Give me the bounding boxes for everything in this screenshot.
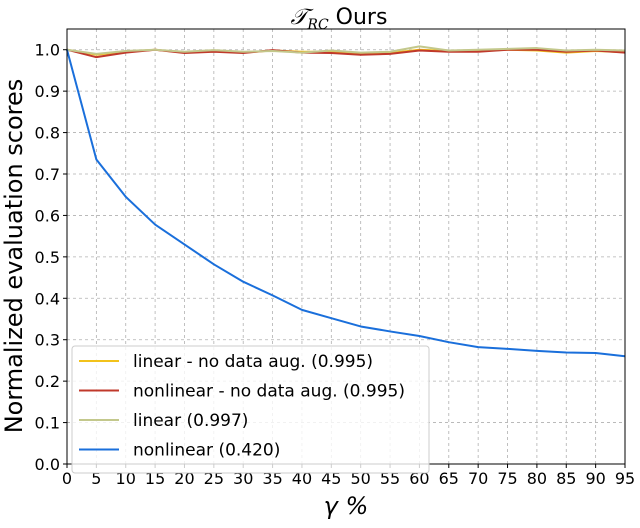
x-tick-label: 75: [497, 469, 517, 488]
x-tick-label: 55: [380, 469, 400, 488]
y-tick-label: 0.6: [35, 206, 60, 225]
chart-title-rest: Ours: [329, 5, 388, 30]
grid-layer: [66, 29, 626, 465]
x-tick-label: 25: [204, 469, 224, 488]
series-line-2: [66, 45, 626, 55]
x-tick-label: 60: [409, 469, 429, 488]
x-tick-label: 30: [233, 469, 253, 488]
x-tick-label: 40: [292, 469, 312, 488]
x-tick-label: 0: [62, 469, 72, 488]
y-tick-label: 0.1: [35, 414, 60, 433]
x-tick-label: 15: [145, 469, 165, 488]
legend-label-3: nonlinear (0.420): [133, 441, 280, 461]
y-axis-label: Normalized evaluation scores: [0, 79, 28, 434]
x-tick-label: 50: [351, 469, 371, 488]
y-tick-label: 0.7: [35, 165, 60, 184]
y-tick-label: 0.4: [35, 289, 60, 308]
x-tick-label: 90: [585, 469, 605, 488]
chart-title-sub: RC: [306, 17, 329, 33]
x-tick-label: 95: [615, 469, 635, 488]
x-tick-label: 5: [91, 469, 101, 488]
legend: linear - no data aug. (0.995) nonlinear -…: [71, 345, 430, 474]
x-tick-label: 70: [468, 469, 488, 488]
series-layer: [66, 45, 626, 358]
y-tick-label: 0.3: [35, 331, 60, 350]
x-tick-label: 10: [116, 469, 136, 488]
legend-label-0: linear - no data aug. (0.995): [133, 352, 373, 372]
series-line-3: [66, 49, 626, 358]
chart-title: 𝒯RC Ours: [291, 5, 388, 33]
y-tick-label: 0.8: [35, 124, 60, 143]
x-tick-label: 80: [527, 469, 547, 488]
y-tick-label: 0.0: [35, 455, 60, 474]
tick-layer: 0 5 10 15 20 25 30 35 40 45 50 55 60 65 70 75 80 85 90 95 0.…: [35, 41, 636, 488]
x-tick-label: 20: [174, 469, 194, 488]
legend-label-2: linear (0.997): [133, 411, 248, 431]
y-tick-label: 0.2: [35, 372, 60, 391]
legend-label-1: nonlinear - no data aug. (0.995): [133, 382, 405, 402]
legend-box: [71, 345, 430, 474]
x-tick-label: 85: [556, 469, 576, 488]
y-tick-label: 0.5: [35, 248, 60, 267]
x-tick-label: 45: [321, 469, 341, 488]
x-tick-label: 65: [439, 469, 459, 488]
x-tick-label: 35: [262, 469, 282, 488]
y-tick-label: 0.9: [35, 82, 60, 101]
x-axis-label: γ %: [324, 492, 369, 520]
y-tick-label: 1.0: [35, 41, 60, 60]
legend-items: linear - no data aug. (0.995) nonlinear -…: [79, 352, 405, 461]
